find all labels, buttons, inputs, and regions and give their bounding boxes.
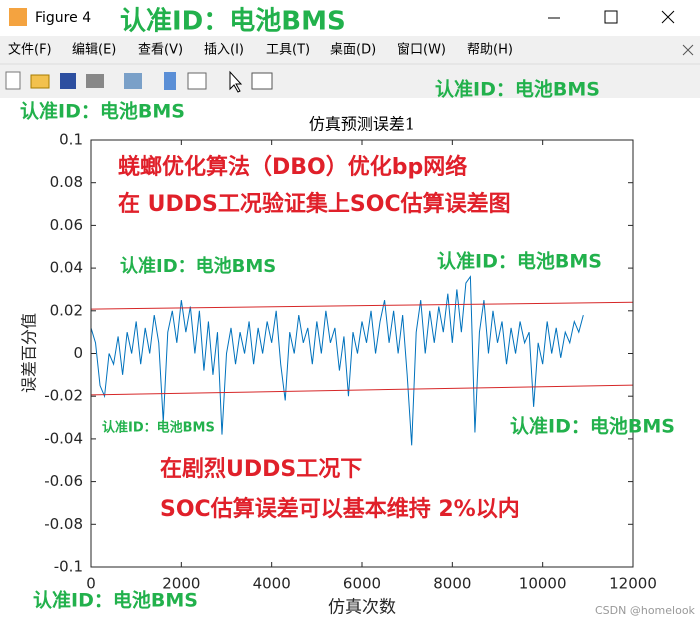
watermark: 认准ID：电池BMS	[120, 7, 346, 37]
tool-pointer[interactable]	[229, 70, 243, 93]
menu-item[interactable]: 帮助(H)	[467, 43, 513, 58]
tool-print[interactable]	[86, 74, 104, 88]
tool-link[interactable]	[124, 73, 142, 89]
watermark: 认准ID：电池BMS	[102, 420, 215, 436]
x-tick-label: 0	[86, 575, 96, 593]
y-tick-label: 0.08	[50, 173, 83, 191]
x-tick-label: 8000	[433, 575, 471, 593]
menu-item[interactable]: 文件(F)	[8, 43, 52, 58]
menu-toolbar-bg	[0, 36, 700, 98]
annotation: SOC估算误差可以基本维持 2%以内	[160, 496, 520, 522]
series-line	[91, 275, 584, 446]
annotation: 蜣螂优化算法（DBO）优化bp网络	[118, 154, 467, 180]
watermark: 认准ID：电池BMS	[510, 415, 675, 438]
menu-item[interactable]: 编辑(E)	[72, 43, 116, 58]
x-tick-label: 4000	[253, 575, 291, 593]
tool-colorbar[interactable]	[164, 72, 176, 90]
plot-area	[91, 140, 633, 567]
y-tick-label: 0.02	[50, 301, 83, 319]
menu-item[interactable]: 插入(I)	[204, 43, 244, 58]
tool-save[interactable]	[60, 73, 76, 89]
watermark: 认准ID：电池BMS	[20, 100, 185, 123]
tool-legend[interactable]	[187, 72, 207, 90]
menu-item[interactable]: 工具(T)	[266, 43, 310, 58]
window-title: Figure 4	[35, 10, 91, 26]
y-tick-label: -0.04	[44, 429, 83, 447]
app-icon	[9, 8, 27, 26]
watermark: 认准ID：电池BMS	[120, 255, 276, 277]
series-line	[91, 384, 633, 396]
x-axis-label: 仿真次数	[328, 598, 396, 618]
y-tick-label: -0.02	[44, 387, 83, 405]
annotation: 在剧烈UDDS工况下	[160, 456, 362, 482]
y-tick-label: -0.1	[54, 558, 83, 576]
close-button[interactable]	[661, 10, 675, 24]
x-tick-label: 12000	[609, 575, 657, 593]
series-line	[91, 301, 633, 310]
watermark: 认准ID：电池BMS	[437, 250, 602, 273]
y-tick-label: -0.06	[44, 472, 83, 490]
tool-new[interactable]	[5, 71, 21, 90]
tool-open[interactable]	[30, 74, 50, 89]
x-tick-label: 10000	[519, 575, 567, 593]
x-tick-label: 2000	[162, 575, 200, 593]
menu-item[interactable]: 查看(V)	[138, 42, 183, 58]
y-tick-label: 0	[73, 344, 83, 362]
x-tick-label: 6000	[343, 575, 381, 593]
y-axis-label: 误差百分值	[20, 313, 39, 393]
credit: CSDN @homelook	[595, 604, 696, 617]
watermark: 认准ID：电池BMS	[435, 78, 600, 101]
y-tick-label: -0.08	[44, 515, 83, 533]
y-tick-label: 0.1	[59, 131, 83, 149]
menu-item[interactable]: 桌面(D)	[330, 43, 376, 58]
annotation: 在 UDDS工况验证集上SOC估算误差图	[118, 191, 511, 217]
toolbar	[5, 70, 273, 93]
watermark: 认准ID：电池BMS	[33, 589, 198, 612]
tool-dock[interactable]	[251, 72, 273, 90]
dock-button[interactable]	[682, 44, 694, 56]
menu-item[interactable]: 窗口(W)	[397, 42, 446, 58]
y-tick-label: 0.06	[50, 216, 83, 234]
maximize-button[interactable]	[604, 10, 618, 24]
y-tick-label: 0.04	[50, 259, 83, 277]
axes-box	[90, 139, 634, 568]
chart-title: 仿真预测误差1	[309, 115, 415, 134]
